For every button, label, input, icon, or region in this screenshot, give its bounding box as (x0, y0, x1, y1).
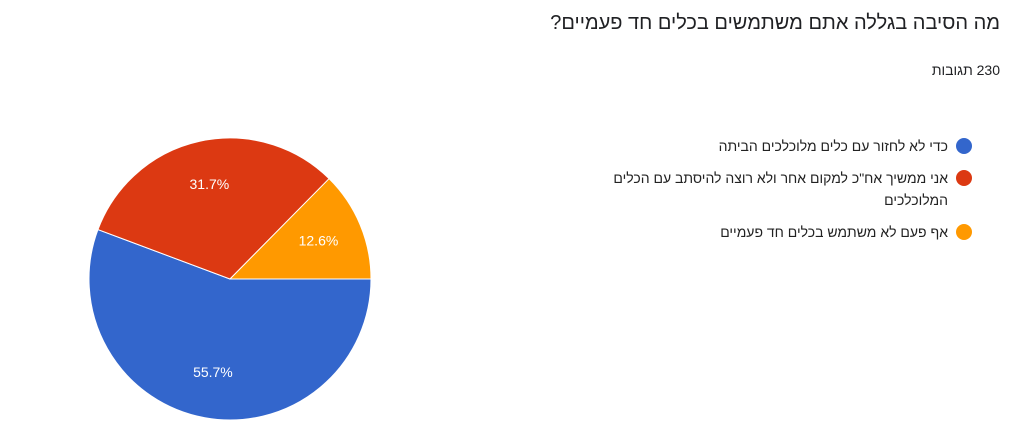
slice-label: 12.6% (299, 233, 339, 249)
legend-label: אף פעם לא משתמש בכלים חד פעמיים (720, 224, 948, 240)
slice-label: 31.7% (190, 176, 230, 192)
pie-chart: 55.7% 31.7% 12.6% (88, 137, 372, 421)
legend-item: אני ממשיך אח"כ למקום אחר ולא רוצה להיסתב… (600, 167, 972, 211)
legend-item: כדי לא לחזור עם כלים מלוכלכים הביתה (600, 135, 972, 157)
pie-slice (88, 228, 372, 421)
legend-swatch (956, 224, 972, 240)
legend-item: אף פעם לא משתמש בכלים חד פעמיים (600, 221, 972, 243)
legend-label: כדי לא לחזור עם כלים מלוכלכים הביתה (718, 138, 948, 154)
slice-label: 55.7% (193, 364, 233, 380)
pie-slice (97, 137, 330, 280)
chart-subtitle: 230 תגובות (931, 62, 1000, 78)
legend: כדי לא לחזור עם כלים מלוכלכים הביתה אני מ… (600, 135, 972, 253)
legend-swatch (956, 170, 972, 186)
legend-label: אני ממשיך אח"כ למקום אחר ולא רוצה להיסתב… (613, 170, 948, 208)
legend-swatch (956, 138, 972, 154)
chart-title: מה הסיבה בגללה אתם משתמשים בכלים חד פעמי… (550, 12, 1000, 34)
pie-slice (228, 177, 372, 280)
